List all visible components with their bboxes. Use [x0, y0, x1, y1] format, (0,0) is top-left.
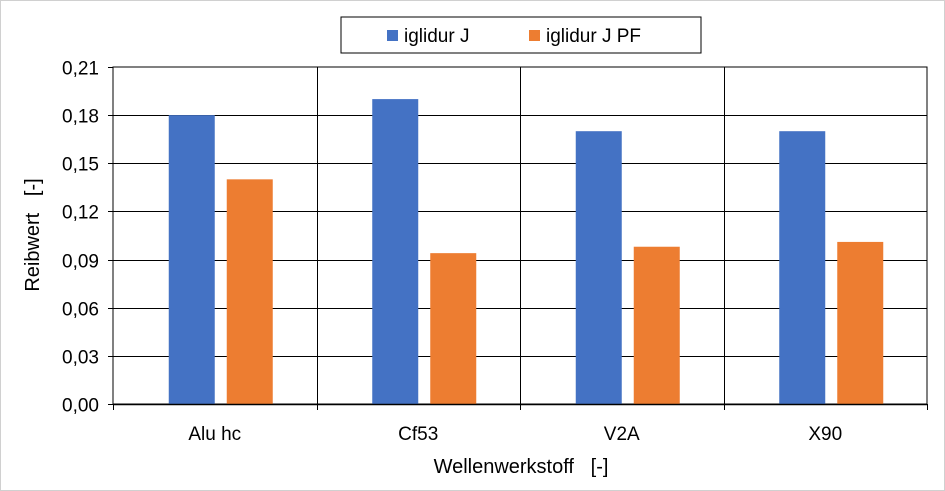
bar-iglidur-j-alu-hc [168, 115, 215, 405]
bar-iglidur-j-x90 [779, 131, 826, 404]
y-tick-label: 0,00 [62, 396, 99, 417]
x-tick-label: X90 [808, 424, 842, 445]
y-tick-label: 0,21 [62, 59, 99, 80]
y-tick-label: 0,09 [62, 252, 99, 273]
bar-iglidur-j-v2a [575, 131, 622, 404]
legend-label-iglidur-j: iglidur J [404, 26, 469, 47]
bar-iglidur-j-pf-x90 [837, 241, 884, 404]
legend: iglidur J iglidur J PF [340, 16, 702, 54]
labels-layer: 0,00 0,03 0,06 0,09 0,12 0,15 0,18 0,21 Alu hc Cf… [62, 59, 842, 446]
x-tick-label: V2A [604, 424, 640, 445]
legend-label-iglidur-j-pf: iglidur J PF [546, 26, 641, 47]
y-tick-label: 0,18 [62, 107, 99, 128]
y-tick-label: 0,15 [62, 155, 99, 176]
bar-iglidur-j-pf-alu-hc [226, 179, 273, 404]
bar-iglidur-j-pf-cf53 [430, 253, 477, 404]
y-tick-label: 0,03 [62, 348, 99, 369]
axes-layer [108, 67, 928, 410]
x-tick-label: Cf53 [398, 424, 438, 445]
y-axis-title: Reibwert [-] [22, 178, 44, 291]
legend-swatch-iglidur-j-pf [529, 30, 540, 41]
bar-iglidur-j-pf-v2a [633, 246, 680, 404]
x-tick-label: Alu hc [188, 424, 241, 445]
bars-layer [168, 99, 884, 405]
legend-box [340, 16, 702, 54]
legend-swatch-iglidur-j [387, 30, 398, 41]
y-tick-label: 0,06 [62, 300, 99, 321]
y-tick-label: 0,12 [62, 203, 99, 224]
bar-iglidur-j-cf53 [372, 99, 419, 404]
x-axis-title: Wellenwerkstoff [-] [434, 456, 609, 478]
